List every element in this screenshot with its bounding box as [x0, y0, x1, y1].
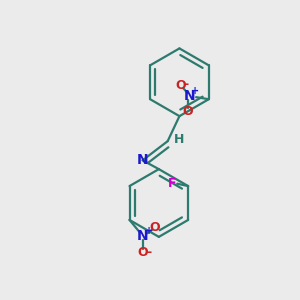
- Text: -: -: [184, 78, 189, 91]
- Text: O: O: [150, 221, 160, 234]
- Text: O: O: [183, 105, 194, 118]
- Text: N: N: [184, 89, 195, 103]
- Text: -: -: [146, 246, 151, 259]
- Text: N: N: [137, 153, 148, 167]
- Text: F: F: [168, 177, 176, 190]
- Text: O: O: [137, 246, 148, 259]
- Text: N: N: [137, 229, 148, 243]
- Text: H: H: [174, 133, 184, 146]
- Text: O: O: [175, 79, 185, 92]
- Text: +: +: [191, 86, 199, 96]
- Text: +: +: [145, 226, 153, 236]
